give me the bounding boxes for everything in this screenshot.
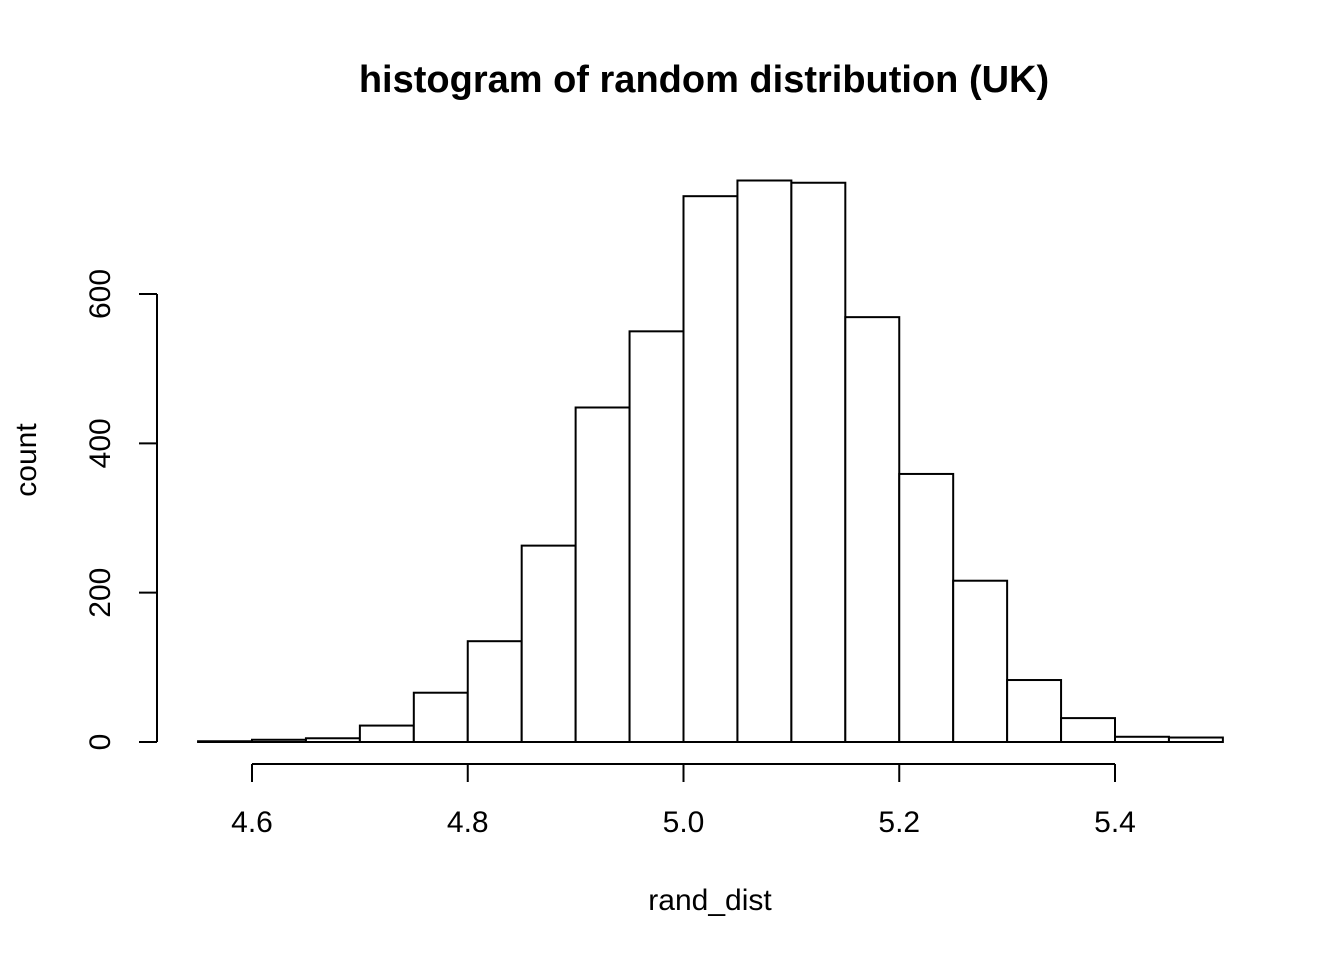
x-axis-tick-label: 4.8 <box>447 806 489 839</box>
x-axis-tick-label: 5.4 <box>1094 806 1136 839</box>
histogram-bar <box>466 640 523 744</box>
histogram-bar <box>197 740 253 744</box>
histogram-bar <box>628 330 685 743</box>
x-axis-tick-label: 4.6 <box>231 806 273 839</box>
histogram-bar <box>1167 736 1224 744</box>
x-axis: 4.6 4.8 5.0 5.2 5.4 <box>231 763 1136 839</box>
histogram-bar <box>1006 679 1063 744</box>
histogram-bar <box>682 195 739 744</box>
x-axis-tick-label: 5.2 <box>878 806 920 839</box>
x-axis-tick-label: 5.0 <box>663 806 705 839</box>
histogram-bar <box>412 691 469 743</box>
y-axis-tick-label: 200 <box>84 568 117 618</box>
histogram-bar <box>736 179 793 744</box>
chart-title: histogram of random distribution (UK) <box>359 59 1049 101</box>
histogram-bar <box>574 406 631 743</box>
y-axis: 0 200 400 600 <box>84 269 158 751</box>
histogram-bar <box>520 544 577 743</box>
y-axis-label: count <box>10 423 43 497</box>
histogram-bar <box>1114 735 1170 743</box>
y-axis-tick-label: 600 <box>84 269 117 319</box>
histogram-bar <box>844 316 901 743</box>
bars-group <box>197 179 1224 744</box>
histogram-bar <box>898 472 955 743</box>
y-axis-tick-label: 0 <box>84 734 117 751</box>
histogram-bar <box>251 738 307 744</box>
histogram-bar <box>304 737 361 743</box>
histogram-bar <box>1060 717 1116 744</box>
y-axis-tick-label: 400 <box>84 418 117 468</box>
histogram-bar <box>790 181 847 744</box>
histogram-bar <box>952 579 1009 743</box>
histogram-bar <box>358 724 415 743</box>
x-axis-label: rand_dist <box>648 884 772 917</box>
